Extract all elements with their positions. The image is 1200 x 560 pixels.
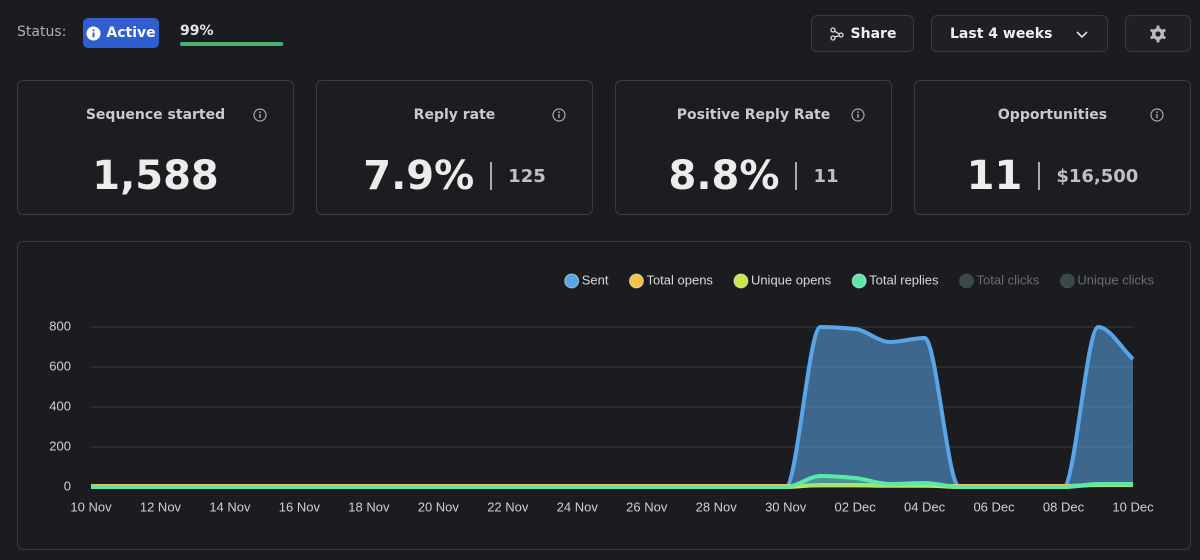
card-title: Sequence started	[85, 107, 226, 123]
x-tick-label: 26 Nov	[626, 499, 668, 514]
x-tick-label: 22 Nov	[487, 499, 529, 514]
x-tick-label: 06 Dec	[973, 499, 1015, 514]
x-tick-label: 10 Dec	[1112, 499, 1154, 514]
progress-fill	[180, 42, 283, 46]
settings-button[interactable]	[1125, 15, 1191, 52]
chart: 0 200 400 600 800 10 Nov 12 Nov 14 Nov 16 Nov 18 …	[49, 272, 1154, 514]
legend-item[interactable]: Total opens	[628, 272, 713, 289]
y-tick-label: 0	[64, 478, 71, 493]
legend-label: Sent	[582, 272, 609, 287]
info-icon[interactable]	[851, 108, 865, 122]
status-label: Status:	[17, 24, 67, 40]
metric-card: Sequence started 1,588	[17, 80, 294, 215]
range-text: Last 4 weeks	[950, 25, 1053, 42]
card-value-row: 1,588	[18, 153, 293, 199]
card-secondary: 11	[813, 165, 839, 187]
legend-label: Total replies	[869, 272, 939, 287]
separator	[490, 162, 493, 190]
x-tick-label: 12 Nov	[140, 499, 182, 514]
chart-panel: 0 200 400 600 800 10 Nov 12 Nov 14 Nov 16 Nov 18 …	[17, 241, 1191, 550]
card-value-row: 7.9% 125	[317, 153, 592, 199]
info-icon[interactable]	[552, 108, 566, 122]
chevron-icon	[1076, 30, 1088, 38]
card-title: Positive Reply Rate	[676, 107, 831, 123]
card-value: 1,588	[92, 153, 219, 199]
series-area	[91, 476, 1133, 487]
status-badge[interactable]: Active	[83, 18, 159, 48]
metric-card: Opportunities 11 $16,500	[914, 80, 1191, 215]
metric-card: Positive Reply Rate 8.8% 11	[615, 80, 892, 215]
progress-label: 99%	[180, 23, 214, 39]
card-value: 11	[966, 153, 1023, 199]
card-value-row: 11 $16,500	[915, 153, 1190, 199]
legend-swatch	[628, 273, 644, 289]
x-tick-label: 14 Nov	[209, 499, 251, 514]
info-icon	[86, 25, 101, 41]
series-area	[91, 327, 1133, 487]
gear-icon	[1150, 25, 1166, 42]
legend-label: Unique opens	[751, 272, 832, 287]
x-tick-label: 10 Nov	[70, 499, 112, 514]
series-line	[91, 474, 1133, 489]
legend-swatch	[733, 273, 749, 289]
metric-card: Reply rate 7.9% 125	[316, 80, 593, 215]
share-text: Share	[850, 25, 897, 42]
x-tick-label: 16 Nov	[279, 499, 321, 514]
card-title: Opportunities	[997, 107, 1108, 123]
x-tick-label: 04 Dec	[904, 499, 946, 514]
legend-swatch	[564, 273, 580, 289]
x-tick-label: 08 Dec	[1043, 499, 1085, 514]
legend-swatch	[851, 273, 867, 289]
legend-item[interactable]: Total clicks	[959, 272, 1040, 289]
legend-item[interactable]: Unique clicks	[1059, 272, 1154, 289]
badge-text: Active	[106, 25, 156, 41]
y-tick-label: 400	[49, 398, 71, 413]
share-icon	[829, 26, 844, 41]
legend-item[interactable]: Sent	[564, 272, 609, 289]
y-tick-label: 800	[49, 318, 71, 333]
x-tick-label: 20 Nov	[418, 499, 460, 514]
y-tick-label: 200	[49, 438, 71, 453]
card-secondary: $16,500	[1056, 165, 1139, 187]
legend-label: Total opens	[646, 272, 713, 287]
x-tick-label: 30 Nov	[765, 499, 807, 514]
card-value: 8.8%	[668, 153, 780, 199]
x-tick-label: 02 Dec	[835, 499, 877, 514]
legend-label: Total clicks	[977, 272, 1040, 287]
card-secondary: 125	[508, 165, 546, 187]
legend-swatch	[959, 273, 975, 289]
legend-label: Unique clicks	[1077, 272, 1154, 287]
x-tick-label: 24 Nov	[557, 499, 599, 514]
card-title: Reply rate	[413, 107, 496, 123]
x-tick-label: 18 Nov	[348, 499, 390, 514]
share-button[interactable]: Share	[811, 15, 914, 52]
x-tick-label: 28 Nov	[696, 499, 738, 514]
card-value: 7.9%	[363, 153, 475, 199]
legend-item[interactable]: Unique opens	[733, 272, 832, 289]
y-tick-label: 600	[49, 358, 71, 373]
separator	[1038, 162, 1041, 190]
info-icon[interactable]	[253, 108, 267, 122]
separator	[795, 162, 798, 190]
info-icon[interactable]	[1150, 108, 1164, 122]
card-value-row: 8.8% 11	[616, 153, 891, 199]
legend-item[interactable]: Total replies	[851, 272, 939, 289]
progress-track	[180, 42, 284, 46]
legend-swatch	[1059, 273, 1075, 289]
range-dropdown[interactable]: Last 4 weeks	[931, 15, 1108, 52]
